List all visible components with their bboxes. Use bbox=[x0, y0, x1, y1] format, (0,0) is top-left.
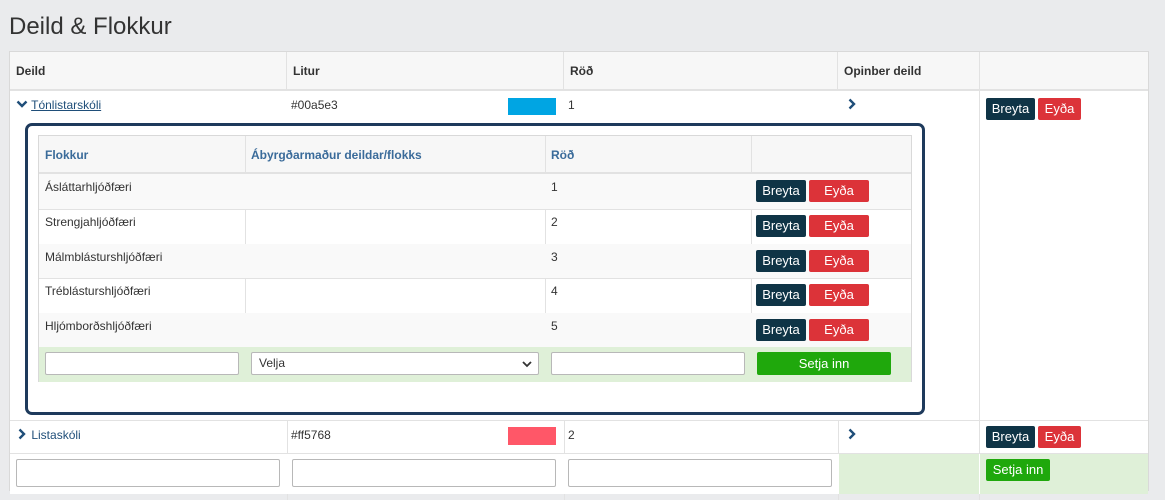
category-row: Hljómborðshljóðfæri 5 Breyta Eyða bbox=[39, 313, 911, 348]
table-row: Listaskóli #ff5768 2 Breyta Eyða bbox=[10, 421, 1148, 453]
edit-button[interactable]: Breyta bbox=[756, 319, 806, 341]
category-order: 4 bbox=[551, 284, 558, 298]
color-swatch bbox=[508, 98, 556, 115]
color-hex: #00a5e3 bbox=[291, 98, 338, 112]
delete-button[interactable]: Eyða bbox=[809, 284, 869, 306]
category-name: Hljómborðshljóðfæri bbox=[45, 319, 152, 333]
category-order: 3 bbox=[551, 250, 558, 264]
add-category-row: Velja Setja inn bbox=[39, 347, 911, 382]
category-responsible bbox=[245, 313, 251, 348]
edit-button[interactable]: Breyta bbox=[756, 250, 806, 272]
edit-button[interactable]: Breyta bbox=[986, 426, 1035, 448]
edit-button[interactable]: Breyta bbox=[756, 180, 806, 202]
category-responsible bbox=[245, 244, 251, 279]
public-department-link[interactable] bbox=[846, 98, 858, 112]
category-responsible bbox=[245, 174, 251, 209]
column-header-opinber-deild: Opinber deild bbox=[838, 52, 980, 91]
category-row: Málmblásturshljóðfæri 3 Breyta Eyða bbox=[39, 244, 911, 279]
edit-button[interactable]: Breyta bbox=[756, 215, 806, 237]
category-order: 1 bbox=[551, 180, 558, 194]
color-swatch bbox=[508, 427, 556, 445]
chevron-right-icon[interactable] bbox=[846, 98, 858, 110]
category-responsible bbox=[245, 278, 251, 313]
column-header-order: Röð bbox=[551, 148, 575, 162]
column-header-rod: Röð bbox=[564, 52, 838, 91]
color-hex: #ff5768 bbox=[291, 428, 331, 442]
delete-button[interactable]: Eyða bbox=[809, 180, 869, 202]
category-order-input[interactable] bbox=[551, 352, 745, 375]
category-name-input[interactable] bbox=[45, 352, 239, 375]
column-header-responsible: Ábyrgðarmaður deildar/flokks bbox=[251, 148, 422, 162]
category-name: Ásláttarhljóðfæri bbox=[45, 180, 132, 194]
category-row: Ásláttarhljóðfæri 1 Breyta Eyða bbox=[39, 174, 911, 209]
page-title: Deild & Flokkur bbox=[9, 13, 172, 40]
department-name-link[interactable]: Tónlistarskóli bbox=[16, 98, 101, 112]
edit-button[interactable]: Breyta bbox=[986, 98, 1035, 120]
category-order: 2 bbox=[551, 215, 558, 229]
category-row: Tréblásturshljóðfæri 4 Breyta Eyða bbox=[39, 278, 911, 313]
public-department-add-cell bbox=[839, 454, 979, 494]
category-responsible bbox=[245, 209, 251, 244]
category-order: 5 bbox=[551, 319, 558, 333]
delete-button[interactable]: Eyða bbox=[809, 319, 869, 341]
add-department-button[interactable]: Setja inn bbox=[986, 459, 1050, 481]
table-header: Deild Litur Röð Opinber deild bbox=[10, 52, 1148, 91]
delete-button[interactable]: Eyða bbox=[809, 250, 869, 272]
department-order-input[interactable] bbox=[568, 459, 832, 487]
edit-button[interactable]: Breyta bbox=[756, 284, 806, 306]
categories-table: Flokkur Ábyrgðarmaður deildar/flokks Röð… bbox=[38, 135, 912, 382]
delete-button[interactable]: Eyða bbox=[809, 215, 869, 237]
chevron-down-icon bbox=[522, 361, 532, 368]
order-value: 1 bbox=[568, 98, 575, 112]
department-name-link[interactable]: Listaskóli bbox=[16, 428, 81, 442]
responsible-select[interactable]: Velja bbox=[251, 352, 539, 375]
categories-panel: Flokkur Ábyrgðarmaður deildar/flokks Röð… bbox=[25, 123, 925, 415]
categories-header: Flokkur Ábyrgðarmaður deildar/flokks Röð bbox=[39, 136, 911, 174]
department-name-input[interactable] bbox=[16, 459, 280, 487]
chevron-right-icon[interactable] bbox=[846, 428, 858, 440]
responsible-select-value: Velja bbox=[259, 356, 286, 370]
add-button-cell: Setja inn bbox=[980, 454, 1148, 494]
add-category-button[interactable]: Setja inn bbox=[757, 352, 891, 375]
column-header-litur: Litur bbox=[287, 52, 564, 91]
category-name: Málmblásturshljóðfæri bbox=[45, 250, 163, 264]
category-name: Strengjahljóðfæri bbox=[45, 215, 136, 229]
departments-table: Deild Litur Röð Opinber deild Tónlistars… bbox=[9, 51, 1149, 500]
department-name[interactable]: Tónlistarskóli bbox=[31, 98, 102, 112]
chevron-right-icon[interactable] bbox=[16, 428, 28, 440]
public-department-link[interactable] bbox=[846, 428, 858, 442]
add-department-row: Setja inn bbox=[10, 454, 1148, 494]
column-header-flokkur: Flokkur bbox=[45, 148, 89, 162]
order-value: 2 bbox=[568, 428, 575, 442]
column-header-deild: Deild bbox=[10, 52, 287, 91]
department-name[interactable]: Listaskóli bbox=[31, 428, 81, 442]
column-header-actions bbox=[751, 136, 911, 174]
delete-button[interactable]: Eyða bbox=[1038, 426, 1081, 448]
chevron-down-icon[interactable] bbox=[16, 98, 28, 110]
table-row: Tónlistarskóli #00a5e3 1 Breyta Eyða bbox=[10, 91, 1148, 121]
delete-button[interactable]: Eyða bbox=[1038, 98, 1081, 120]
department-color-input[interactable] bbox=[292, 459, 556, 487]
category-name: Tréblásturshljóðfæri bbox=[45, 284, 151, 298]
column-header-actions bbox=[980, 52, 1148, 91]
category-row: Strengjahljóðfæri 2 Breyta Eyða bbox=[39, 209, 911, 244]
